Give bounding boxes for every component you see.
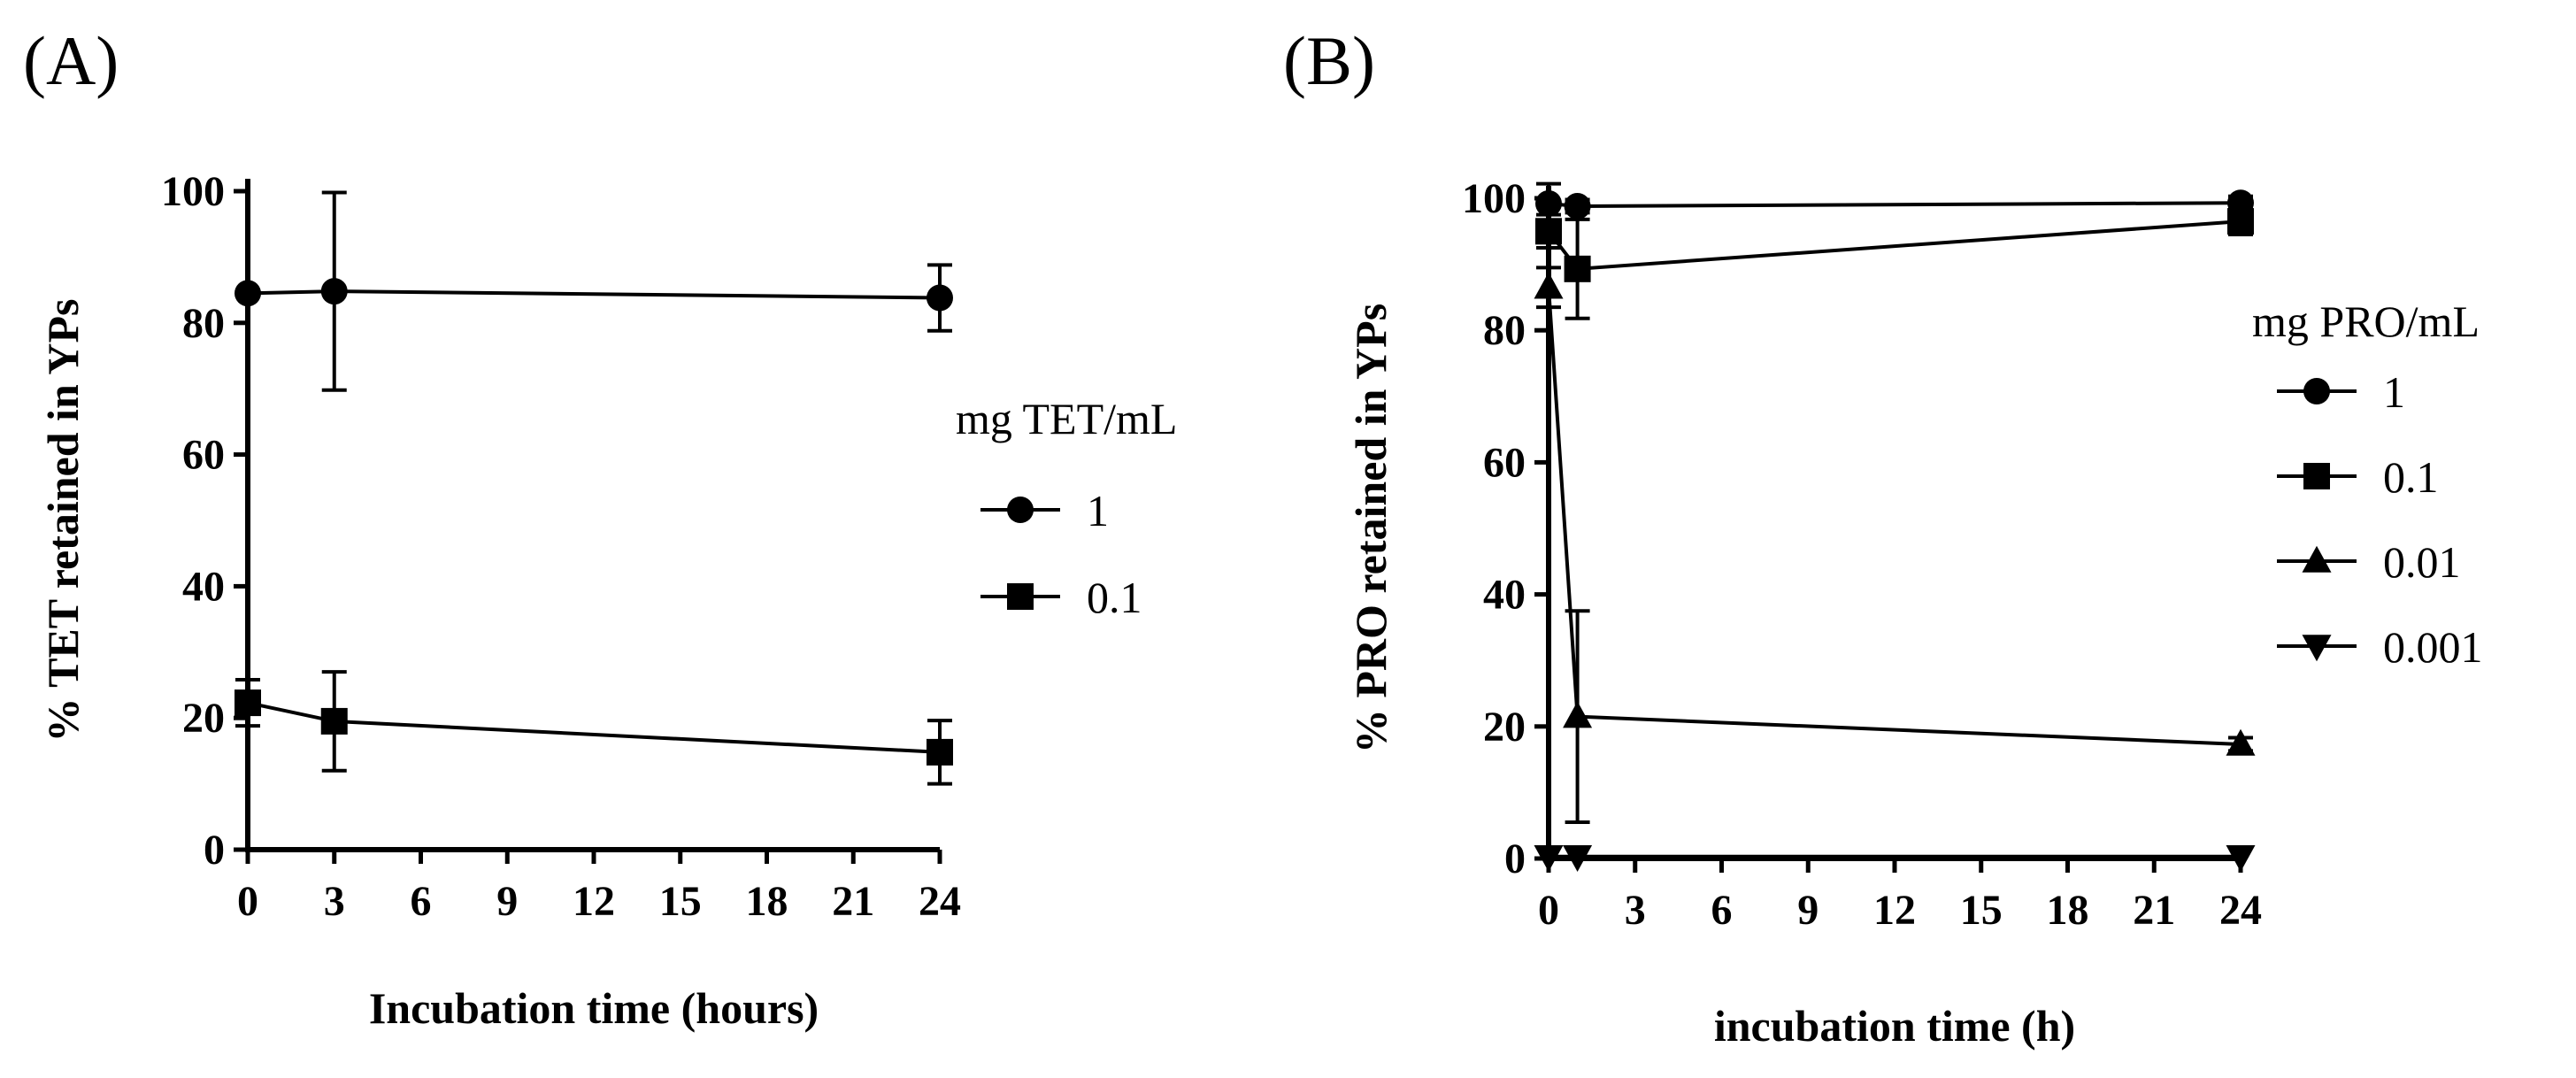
chart-b-y-axis-title: % PRO retained in YPs [1346, 304, 1396, 753]
chart-a-x-tick-label: 3 [324, 878, 345, 925]
chart-a-x-tick-label: 0 [237, 878, 258, 925]
chart-a-legend-label: 0.1 [1087, 573, 1142, 622]
chart-a-legend-label: 1 [1087, 486, 1109, 535]
chart-a-series-0_1-point [320, 707, 348, 735]
chart-b-x-tick-label: 6 [1711, 887, 1733, 934]
chart-b-y-tick-label: 100 [1462, 175, 1526, 222]
chart-a-y-tick-label: 100 [161, 168, 225, 215]
chart-a-x-tick-label: 9 [496, 878, 518, 925]
chart-b-x-tick-label: 3 [1625, 887, 1646, 934]
chart-b-x-tick-label: 9 [1797, 887, 1819, 934]
chart-a-y-axis-title: % TET retained in YPs [38, 298, 88, 742]
chart-b-x-tick-label: 0 [1538, 887, 1559, 934]
chart-b-y-tick-label: 80 [1483, 307, 1526, 354]
chart-a-x-tick-label: 15 [659, 878, 702, 925]
chart-b-y-tick-label: 40 [1483, 572, 1526, 619]
chart-a-y-tick-label: 0 [204, 827, 225, 874]
chart-b-series-0_1-point [2227, 208, 2254, 235]
chart-b-series-0_01-point [2226, 728, 2256, 756]
chart-b-y-tick-label: 20 [1483, 704, 1526, 751]
chart-b-x-tick-label: 24 [2219, 887, 2262, 934]
chart-a-y-tick-label: 40 [182, 563, 225, 610]
chart-a-x-axis-title: Incubation time (hours) [369, 983, 819, 1033]
chart-a-legend-marker [1007, 497, 1034, 523]
chart-a-x-tick-label: 18 [746, 878, 788, 925]
chart-b-y-tick-label: 60 [1483, 439, 1526, 486]
chart-b: 0 20 40 60 80 100 0 3 6 9 12 15 18 21 24 incubation tim… [1346, 175, 2483, 1051]
chart-b-x-tick-label: 12 [1873, 887, 1916, 934]
chart-b-legend-label: 1 [2383, 367, 2405, 417]
chart-a-legend-marker [1007, 583, 1034, 610]
chart-b-legend-label: 0.001 [2383, 622, 2483, 672]
chart-a-series-1-line [247, 289, 941, 300]
chart-a-x-tick-label: 6 [411, 878, 432, 925]
chart-b-legend-marker [2303, 463, 2330, 489]
chart-b-y-tick-label: 0 [1504, 835, 1526, 882]
chart-b-series-1-point [1535, 189, 1562, 217]
chart-b-series-1-line [1548, 201, 2242, 208]
chart-a-x-tick-label: 21 [832, 878, 874, 925]
chart-a-x-tick-label: 24 [919, 878, 961, 925]
chart-b-series-0_1-line [1547, 219, 2242, 271]
chart-b-series-0_1-point [1564, 255, 1591, 282]
chart-b-legend-label: 0.01 [2383, 537, 2461, 587]
chart-a-y-tick-label: 80 [182, 300, 225, 347]
chart-a: 0 20 40 60 80 100 0 3 6 9 12 15 18 21 24 Incubation tim… [38, 168, 1177, 1033]
chart-a-y-tick-label: 60 [182, 432, 225, 479]
chart-a-series-1-point [927, 284, 953, 312]
chart-a-series-1-point [320, 278, 348, 305]
chart-b-series-0_01-line [1547, 287, 2242, 746]
chart-b-legend-marker [2302, 545, 2332, 573]
panel-b-label: (B) [1283, 22, 1375, 99]
chart-b-series-0_001-point [1534, 845, 1564, 873]
chart-a-series-1-point [235, 280, 261, 307]
chart-b-x-axis-title: incubation time (h) [1714, 1001, 2075, 1051]
panel-a-label: (A) [23, 22, 119, 99]
chart-b-legend-label: 0.1 [2383, 452, 2439, 502]
chart-a-y-tick-label: 20 [182, 695, 225, 742]
chart-a-series-0_1-point [927, 738, 953, 766]
chart-b-series-0_001-point [1563, 845, 1593, 873]
chart-b-series-0_01-point [1534, 272, 1564, 299]
chart-b-x-tick-label: 21 [2133, 887, 2175, 934]
chart-b-series-0_01-point [1563, 701, 1593, 728]
chart-b-x-tick-label: 18 [2047, 887, 2089, 934]
chart-a-legend-title: mg TET/mL [956, 394, 1177, 443]
chart-b-x-tick-label: 15 [1960, 887, 2003, 934]
chart-b-series-1-point [1564, 192, 1591, 219]
chart-a-x-tick-label: 12 [573, 878, 615, 925]
chart-b-legend-title: mg PRO/mL [2252, 296, 2480, 346]
chart-a-series-0_1-point [235, 689, 261, 717]
chart-b-legend-marker [2302, 635, 2332, 662]
chart-a-series-0_1-line [247, 701, 941, 754]
chart-b-series-0_1-point [1535, 218, 1562, 245]
chart-b-series-0_001-point [2226, 845, 2256, 873]
chart-b-legend-marker [2303, 378, 2330, 404]
